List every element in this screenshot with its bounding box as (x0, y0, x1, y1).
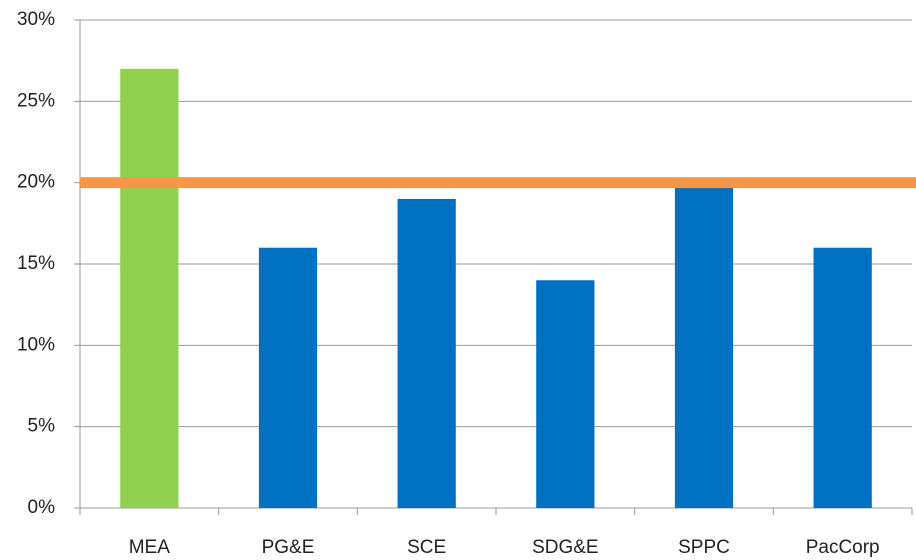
y-tick-label: 0% (28, 497, 56, 518)
bar (258, 247, 318, 508)
y-tick-label: 15% (17, 253, 55, 274)
y-tick-label: 30% (17, 9, 55, 30)
x-tick-label: SCE (407, 537, 446, 558)
y-tick-label: 20% (17, 172, 55, 193)
x-tick-label: SPPC (678, 537, 730, 558)
bar (536, 280, 595, 508)
bar (674, 182, 734, 508)
bar (813, 247, 872, 508)
bar (120, 68, 179, 509)
x-tick-label: SDG&E (532, 537, 599, 558)
bar (397, 198, 456, 508)
y-tick-label: 5% (28, 416, 56, 437)
y-tick-label: 10% (17, 334, 55, 355)
x-tick-label: MEA (129, 537, 171, 558)
x-tick-label: PG&E (262, 537, 315, 558)
y-tick-label: 25% (17, 90, 55, 111)
x-tick-label: PacCorp (806, 537, 880, 558)
